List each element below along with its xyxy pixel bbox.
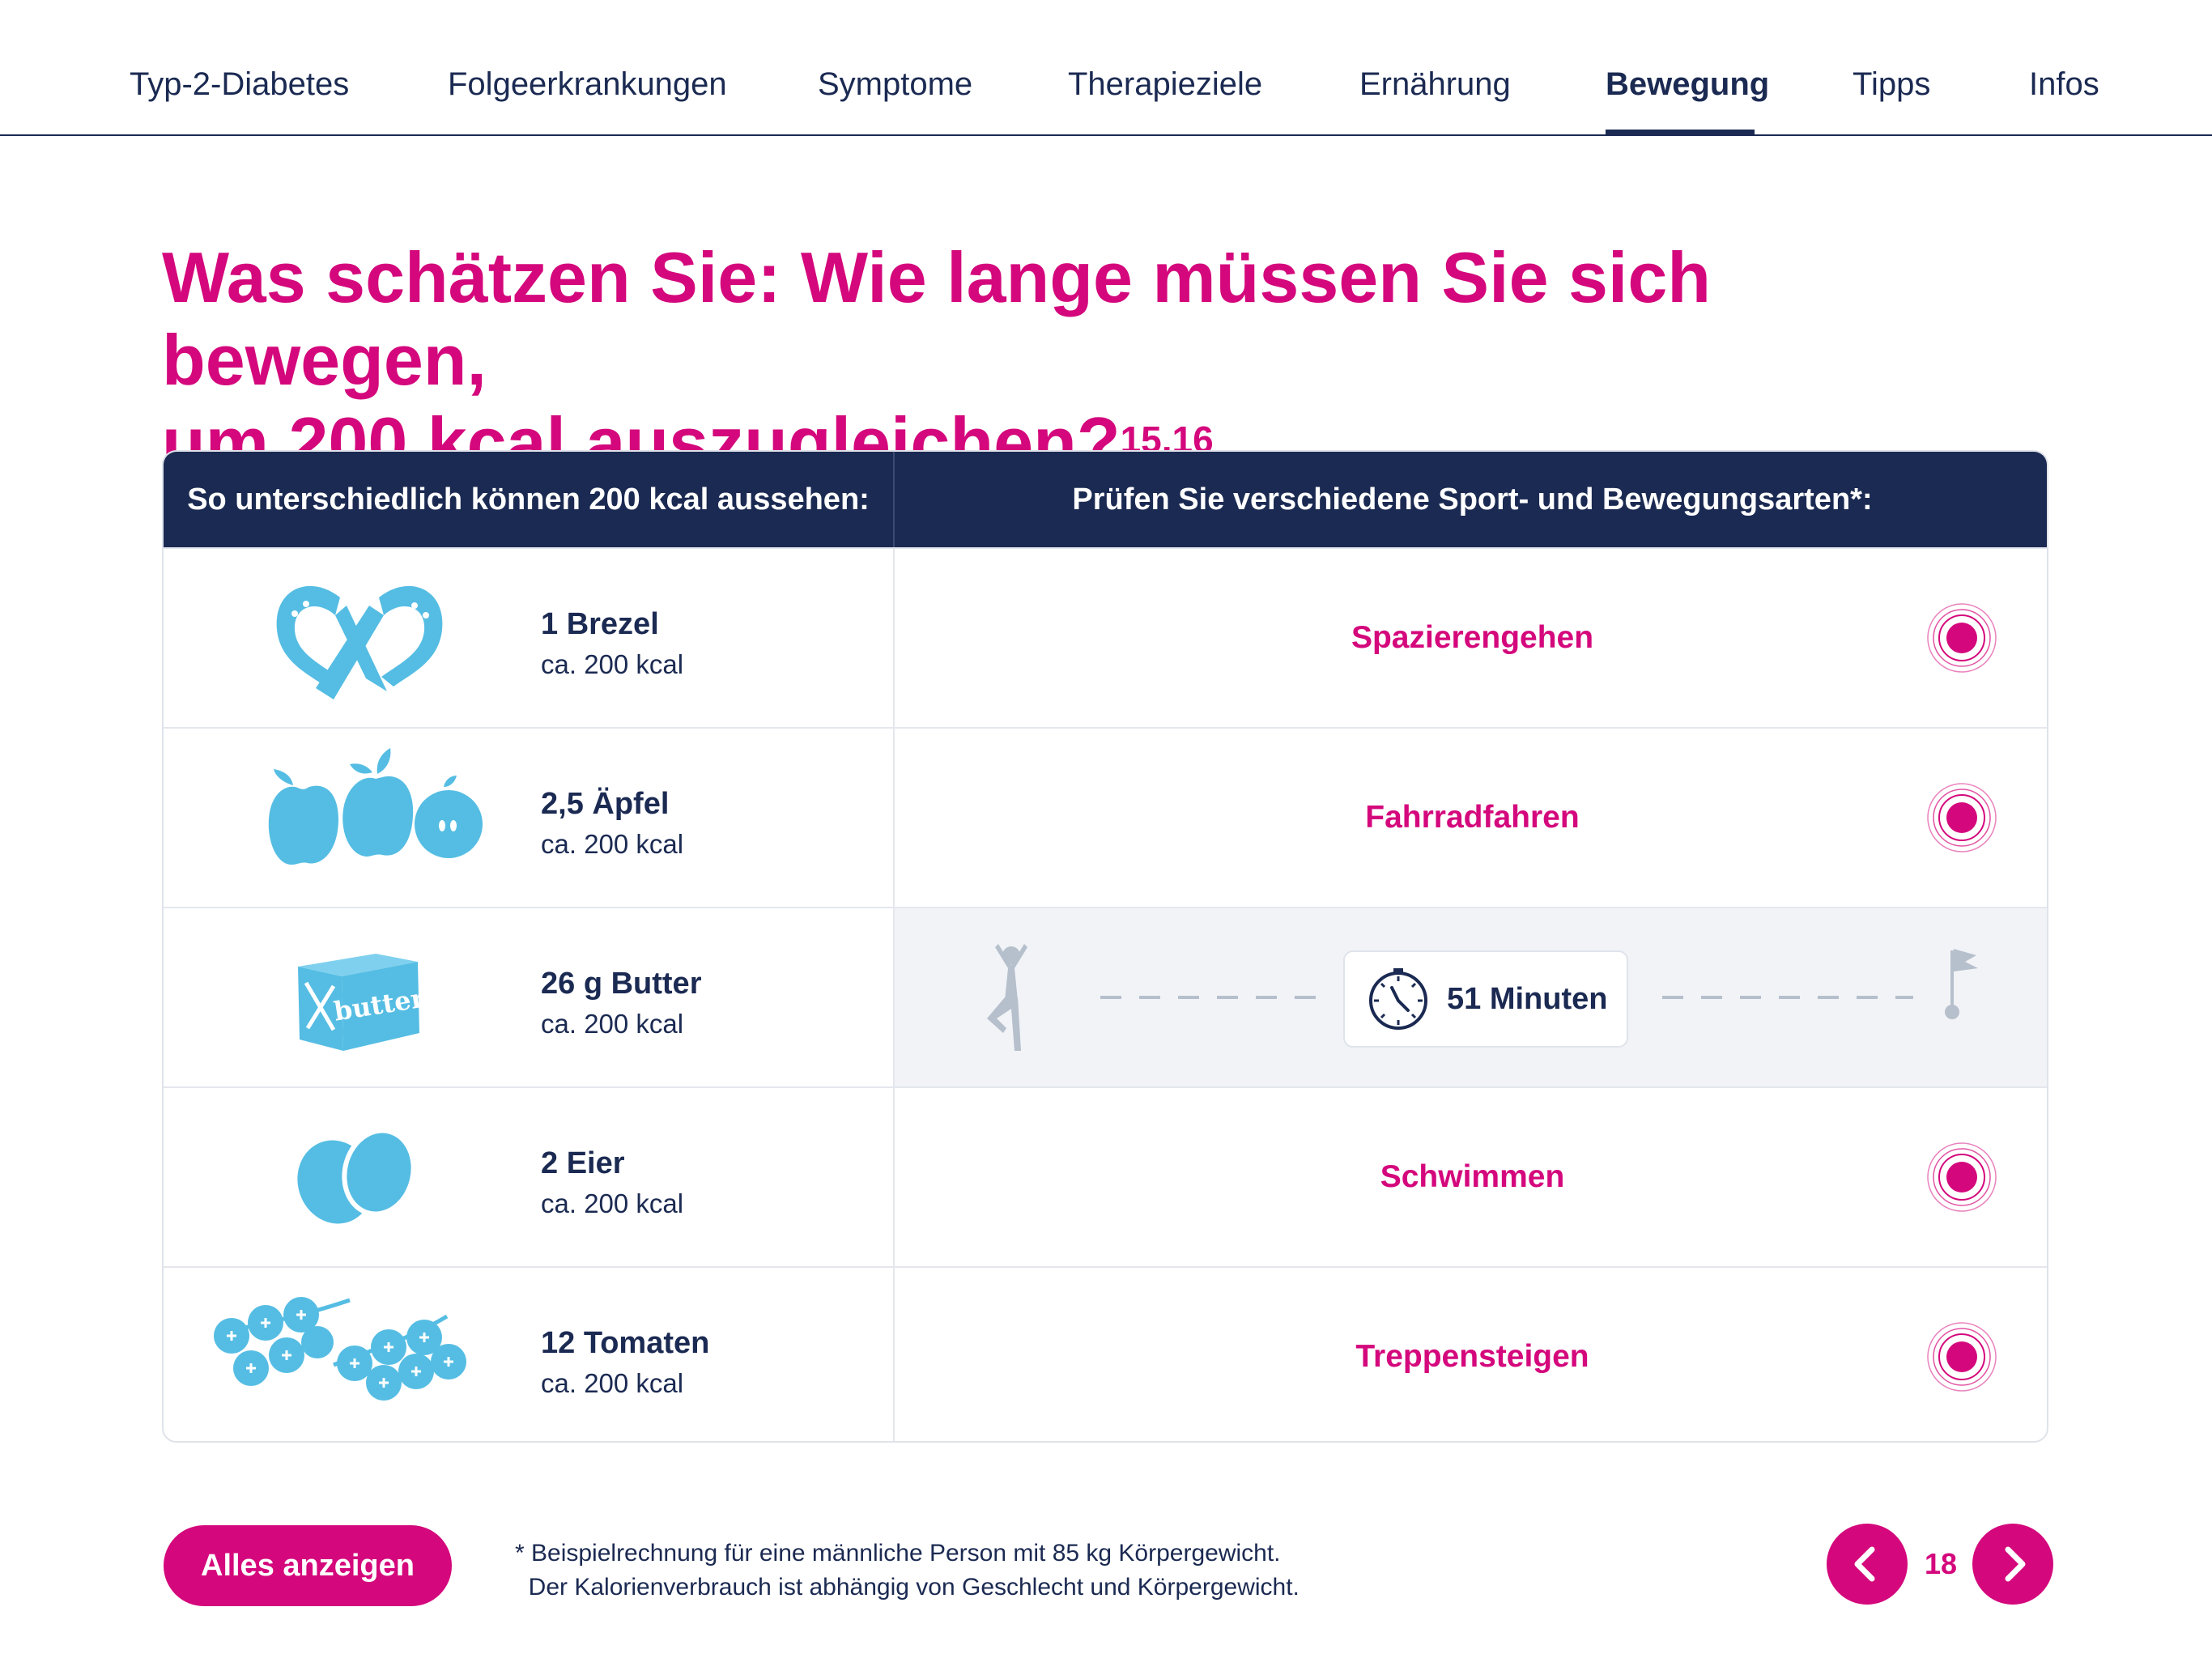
food-name: 1 Brezel [541, 607, 659, 641]
top-navigation: Typ-2-Diabetes Folgeerkrankungen Symptom… [0, 0, 2212, 136]
activity-label: Spazierengehen [1351, 620, 1594, 655]
table-row: 1 Brezel ca. 200 kcal Spazierengehen [164, 547, 2047, 727]
finish-flag-icon [1945, 949, 1978, 1019]
food-name: 2 Eier [541, 1146, 625, 1180]
activity-cycling[interactable]: Fahrradfahren [895, 729, 2047, 907]
activity-walking[interactable]: Spazierengehen [895, 549, 2047, 727]
activity-label: Treppensteigen [1355, 1339, 1589, 1374]
food-kcal: ca. 200 kcal [541, 1009, 684, 1039]
row-divider [893, 549, 895, 727]
yoga-person-icon [987, 944, 1027, 1051]
pretzel-icon [276, 585, 443, 699]
tab-bewegung[interactable]: Bewegung [1606, 66, 1770, 102]
chevron-left-icon [1854, 1546, 1875, 1582]
tab-infos[interactable]: Infos [2029, 66, 2099, 102]
activity-label: Schwimmen [1380, 1159, 1565, 1194]
food-name: 26 g Butter [541, 967, 702, 1001]
table-row: 2,5 Äpfel ca. 200 kcal Fahrradfahren [164, 727, 2047, 907]
tab-symptome[interactable]: Symptome [818, 66, 973, 102]
food-kcal: ca. 200 kcal [541, 829, 684, 859]
show-all-button[interactable]: Alles anzeigen [164, 1525, 452, 1606]
tab-tipps[interactable]: Tipps [1853, 66, 1931, 102]
page-number: 18 [1924, 1547, 1958, 1580]
footnote-line1: * Beispielrechnung für eine männliche Pe… [515, 1540, 1281, 1567]
table-row: butter 26 g Butter ca. 200 kcal [164, 907, 2047, 1086]
row-divider [893, 729, 895, 907]
hotspot-icon[interactable] [1926, 1321, 1997, 1392]
row-divider [893, 908, 895, 1086]
food-kcal: ca. 200 kcal [541, 649, 684, 679]
previous-page-button[interactable] [1827, 1524, 1908, 1605]
calorie-table: So unterschiedlich können 200 kcal ausse… [162, 450, 2048, 1443]
next-page-button[interactable] [1972, 1524, 2053, 1605]
progress-dash-left [1100, 996, 1319, 999]
active-tab-indicator [1606, 130, 1755, 136]
tab-typ-2-diabetes[interactable]: Typ-2-Diabetes [130, 66, 350, 102]
hotspot-icon[interactable] [1926, 782, 1997, 853]
header-food: So unterschiedlich können 200 kcal ausse… [187, 483, 870, 517]
page-title-line1: Was schätzen Sie: Wie lange müssen Sie s… [162, 237, 1712, 400]
food-name: 2,5 Äpfel [541, 787, 670, 821]
table-row: 2 Eier ca. 200 kcal Schwimmen [164, 1086, 2047, 1266]
tomatoes-icon [214, 1297, 466, 1401]
hotspot-icon[interactable] [1926, 1141, 1997, 1213]
apples-icon [268, 748, 483, 865]
time-result-box: 51 Minuten [1343, 950, 1628, 1048]
hotspot-icon[interactable] [1926, 602, 1997, 674]
activity-stair-climbing[interactable]: Treppensteigen [895, 1268, 2047, 1441]
progress-dash-right [1662, 996, 1913, 999]
page-title: Was schätzen Sie: Wie lange müssen Sie s… [162, 236, 2024, 484]
header-divider [893, 452, 895, 547]
butter-icon: butter [298, 954, 428, 1051]
eggs-icon [297, 1128, 416, 1224]
table-row: 12 Tomaten ca. 200 kcal Treppensteigen [164, 1266, 2047, 1441]
footnote: * Beispielrechnung für eine männliche Pe… [515, 1537, 1300, 1605]
time-value: 51 Minuten [1447, 982, 1608, 1016]
activity-result-panel: 51 Minuten [895, 908, 2047, 1086]
row-divider [893, 1088, 895, 1266]
food-name: 12 Tomaten [541, 1326, 710, 1360]
food-kcal: ca. 200 kcal [541, 1368, 684, 1398]
activity-swimming[interactable]: Schwimmen [895, 1088, 2047, 1266]
footnote-line2: Der Kalorienverbrauch ist abhängig von G… [515, 1574, 1300, 1601]
activity-label: Fahrradfahren [1365, 800, 1580, 835]
stopwatch-icon [1369, 968, 1427, 1030]
table-header: So unterschiedlich können 200 kcal ausse… [164, 452, 2047, 547]
food-kcal: ca. 200 kcal [541, 1188, 684, 1218]
header-activity: Prüfen Sie verschiedene Sport- und Beweg… [1072, 483, 1873, 517]
row-divider [893, 1268, 895, 1441]
chevron-right-icon [2005, 1546, 2026, 1582]
tab-ernaehrung[interactable]: Ernährung [1359, 66, 1511, 102]
tab-folgeerkrankungen[interactable]: Folgeerkrankungen [448, 66, 727, 102]
tab-therapieziele[interactable]: Therapieziele [1068, 66, 1263, 102]
